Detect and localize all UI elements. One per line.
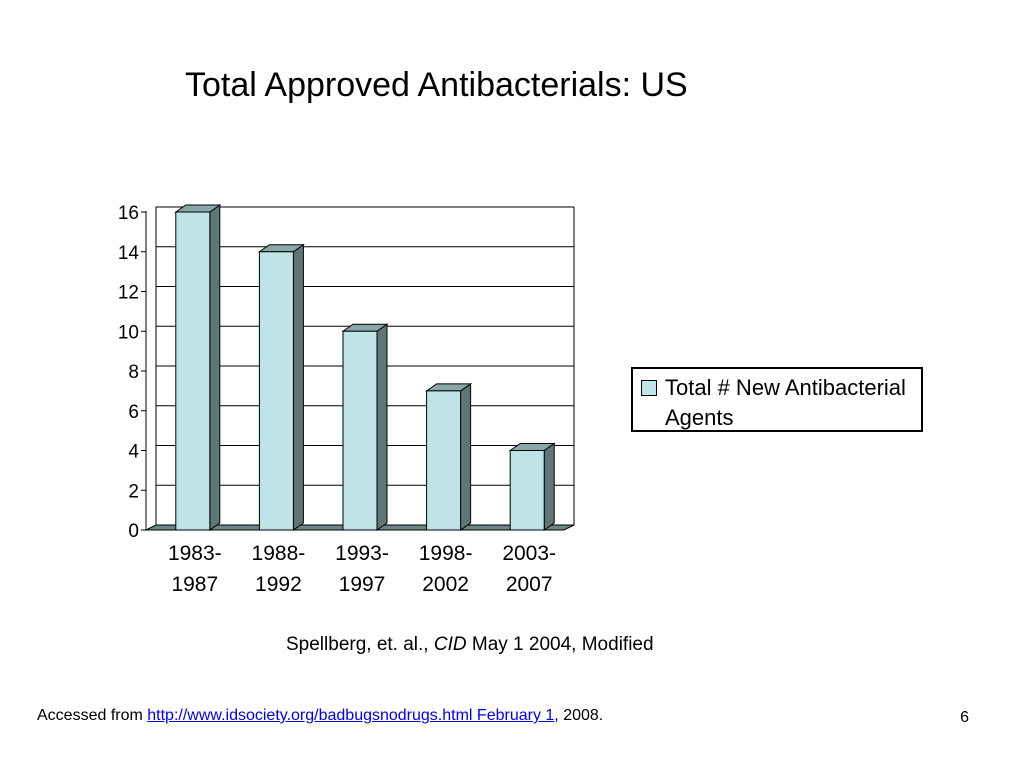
x-category-label-line: 1988- — [252, 542, 306, 565]
legend-swatch — [641, 380, 657, 396]
x-category-label-line: 1997 — [339, 573, 386, 596]
footer-suffix: , 2008. — [554, 707, 604, 724]
source-journal: CID — [433, 634, 467, 655]
x-category-label: 1983- 1987 — [168, 542, 222, 596]
y-tick-label: 6 — [128, 402, 139, 423]
bar-side — [292, 243, 304, 531]
source-suffix: May 1 2004, Modified — [466, 634, 654, 655]
x-category-label-line: 1992 — [255, 573, 302, 596]
bar-group — [174, 204, 556, 531]
x-category-label: 1988- 1992 — [252, 542, 306, 596]
bar-side — [209, 204, 221, 531]
bar — [175, 211, 211, 531]
legend-label: Total # New Antibacterial Agents — [665, 375, 906, 430]
page-number: 6 — [960, 709, 969, 726]
y-tick-label: 4 — [128, 442, 139, 463]
y-tick-label: 12 — [118, 283, 139, 304]
x-category-label-line: 1998- — [419, 542, 473, 565]
y-tick-label: 8 — [128, 362, 139, 383]
bar — [258, 251, 294, 531]
x-category-label: 2003- 2007 — [502, 542, 556, 596]
y-tick-label: 14 — [118, 243, 140, 264]
y-axis-ticks: 0 2 4 6 8 10 12 14 16 — [118, 203, 147, 542]
x-category-label: 1993- 1997 — [335, 542, 389, 596]
x-category-label-line: 1983- — [168, 542, 222, 565]
bar — [426, 390, 462, 531]
y-tick-label: 2 — [128, 481, 139, 502]
source-citation: Spellberg, et. al., CID May 1 2004, Modi… — [286, 634, 654, 656]
x-category-label-line: 2003- — [502, 542, 556, 565]
bar — [509, 450, 545, 531]
y-tick-label: 16 — [118, 203, 139, 224]
x-category-label-line: 2002 — [422, 573, 469, 596]
footer-link[interactable]: http://www.idsociety.org/badbugsnodrugs.… — [147, 707, 555, 724]
y-tick-label: 0 — [128, 521, 139, 542]
x-category-label-line: 2007 — [506, 573, 553, 596]
x-category-label-line: 1993- — [335, 542, 389, 565]
legend: Total # New Antibacterial Agents — [631, 367, 923, 432]
footer-note: Accessed from http://www.idsociety.org/b… — [37, 707, 603, 725]
source-prefix: Spellberg, et. al., — [286, 634, 434, 655]
bar-side — [376, 323, 388, 531]
bar — [342, 330, 378, 531]
y-tick-label: 10 — [118, 322, 139, 343]
x-axis-labels: 1983- 1987 1988- 1992 1993- 1997 1998- 2002 2003… — [168, 542, 556, 596]
x-category-label: 1998- 2002 — [419, 542, 473, 596]
bar-side — [460, 382, 472, 531]
footer-prefix: Accessed from — [37, 707, 148, 724]
x-category-label-line: 1987 — [171, 573, 218, 596]
chart-title: Total Approved Antibacterials: US — [185, 66, 688, 104]
bar-side — [543, 442, 555, 531]
